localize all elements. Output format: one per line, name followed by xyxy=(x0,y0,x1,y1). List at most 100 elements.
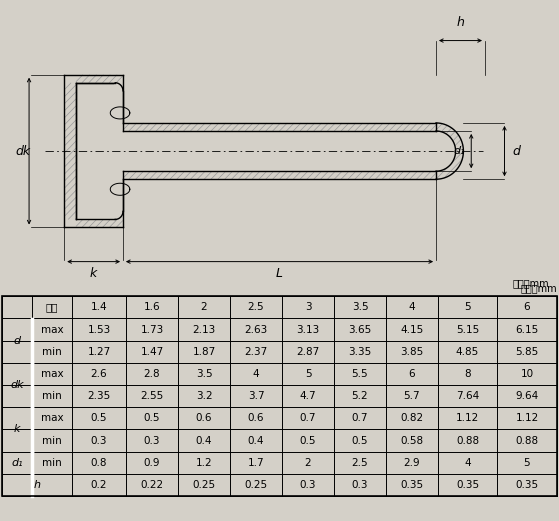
Text: 1.6: 1.6 xyxy=(144,302,160,312)
Text: 3.7: 3.7 xyxy=(248,391,264,401)
Text: 2.55: 2.55 xyxy=(140,391,164,401)
Text: 1.7: 1.7 xyxy=(248,458,264,468)
Text: 公称: 公称 xyxy=(46,302,58,312)
Text: 0.25: 0.25 xyxy=(244,480,268,490)
Text: min: min xyxy=(42,346,62,357)
Text: 2.8: 2.8 xyxy=(144,369,160,379)
Text: min: min xyxy=(42,436,62,445)
Text: 0.58: 0.58 xyxy=(400,436,424,445)
Text: 7.64: 7.64 xyxy=(456,391,479,401)
Text: h: h xyxy=(457,16,465,29)
Text: 0.22: 0.22 xyxy=(140,480,164,490)
Text: h: h xyxy=(34,480,40,490)
Text: 2.37: 2.37 xyxy=(244,346,268,357)
Text: 5.15: 5.15 xyxy=(456,325,479,334)
Text: 8: 8 xyxy=(464,369,471,379)
Text: 9.64: 9.64 xyxy=(515,391,539,401)
Text: 1.27: 1.27 xyxy=(87,346,111,357)
Text: min: min xyxy=(42,391,62,401)
Text: 2.9: 2.9 xyxy=(404,458,420,468)
Text: 0.3: 0.3 xyxy=(300,480,316,490)
Text: 2.63: 2.63 xyxy=(244,325,268,334)
Text: 4: 4 xyxy=(409,302,415,312)
Text: 1.47: 1.47 xyxy=(140,346,164,357)
Text: max: max xyxy=(41,325,63,334)
Text: d: d xyxy=(512,145,520,157)
Text: 5: 5 xyxy=(464,302,471,312)
Text: 0.3: 0.3 xyxy=(144,436,160,445)
Text: 3.13: 3.13 xyxy=(296,325,320,334)
Text: dk: dk xyxy=(10,380,24,390)
Text: 1.73: 1.73 xyxy=(140,325,164,334)
Text: 0.35: 0.35 xyxy=(400,480,424,490)
Text: 单位：mm: 单位：mm xyxy=(520,283,557,293)
Text: 0.5: 0.5 xyxy=(144,413,160,424)
Text: 0.88: 0.88 xyxy=(515,436,538,445)
Text: 1.12: 1.12 xyxy=(456,413,479,424)
Text: 4: 4 xyxy=(464,458,471,468)
Text: 2.6: 2.6 xyxy=(91,369,107,379)
Text: 1.87: 1.87 xyxy=(192,346,216,357)
Text: 3.5: 3.5 xyxy=(196,369,212,379)
Text: max: max xyxy=(41,369,63,379)
Text: 3: 3 xyxy=(305,302,311,312)
Text: 1.4: 1.4 xyxy=(91,302,107,312)
Text: 3.85: 3.85 xyxy=(400,346,424,357)
Text: 6: 6 xyxy=(409,369,415,379)
Text: k: k xyxy=(14,425,20,435)
Text: 10: 10 xyxy=(520,369,533,379)
Text: 1.12: 1.12 xyxy=(515,413,539,424)
Bar xyxy=(2,296,557,496)
Text: 4.85: 4.85 xyxy=(456,346,479,357)
Text: 2: 2 xyxy=(305,458,311,468)
Text: 3.65: 3.65 xyxy=(348,325,372,334)
Text: 0.4: 0.4 xyxy=(248,436,264,445)
Text: 6.15: 6.15 xyxy=(515,325,539,334)
Text: 0.7: 0.7 xyxy=(352,413,368,424)
Text: 2.13: 2.13 xyxy=(192,325,216,334)
Text: 5: 5 xyxy=(524,458,530,468)
Text: 0.6: 0.6 xyxy=(196,413,212,424)
Text: 0.8: 0.8 xyxy=(91,458,107,468)
Text: 4.7: 4.7 xyxy=(300,391,316,401)
Text: 0.35: 0.35 xyxy=(515,480,538,490)
Text: 4.15: 4.15 xyxy=(400,325,424,334)
Text: 2: 2 xyxy=(201,302,207,312)
Text: 2.35: 2.35 xyxy=(87,391,111,401)
Text: 2.87: 2.87 xyxy=(296,346,320,357)
Text: 0.4: 0.4 xyxy=(196,436,212,445)
Text: 4: 4 xyxy=(253,369,259,379)
Text: 6: 6 xyxy=(524,302,530,312)
Text: 0.3: 0.3 xyxy=(352,480,368,490)
Text: 5.7: 5.7 xyxy=(404,391,420,401)
Text: 2.5: 2.5 xyxy=(248,302,264,312)
Text: 1.53: 1.53 xyxy=(87,325,111,334)
Text: L: L xyxy=(276,267,283,280)
Text: 0.7: 0.7 xyxy=(300,413,316,424)
Text: 0.35: 0.35 xyxy=(456,480,479,490)
Text: 0.6: 0.6 xyxy=(248,413,264,424)
Text: d₁: d₁ xyxy=(454,146,465,156)
Text: d: d xyxy=(13,336,21,345)
Text: dk: dk xyxy=(16,145,31,157)
Text: 0.3: 0.3 xyxy=(91,436,107,445)
Text: 单位：mm: 单位：mm xyxy=(513,278,549,288)
Text: 0.5: 0.5 xyxy=(352,436,368,445)
Text: d₁: d₁ xyxy=(11,458,23,468)
Text: 0.2: 0.2 xyxy=(91,480,107,490)
Text: 3.2: 3.2 xyxy=(196,391,212,401)
Text: 0.88: 0.88 xyxy=(456,436,479,445)
Text: 0.25: 0.25 xyxy=(192,480,216,490)
Text: 0.82: 0.82 xyxy=(400,413,424,424)
Text: k: k xyxy=(90,267,97,280)
Text: 0.9: 0.9 xyxy=(144,458,160,468)
Text: 5.5: 5.5 xyxy=(352,369,368,379)
Text: 0.5: 0.5 xyxy=(300,436,316,445)
Text: min: min xyxy=(42,458,62,468)
Text: 5.85: 5.85 xyxy=(515,346,539,357)
Text: max: max xyxy=(41,413,63,424)
Text: 5.2: 5.2 xyxy=(352,391,368,401)
Text: 2.5: 2.5 xyxy=(352,458,368,468)
Text: 1.2: 1.2 xyxy=(196,458,212,468)
Text: 5: 5 xyxy=(305,369,311,379)
